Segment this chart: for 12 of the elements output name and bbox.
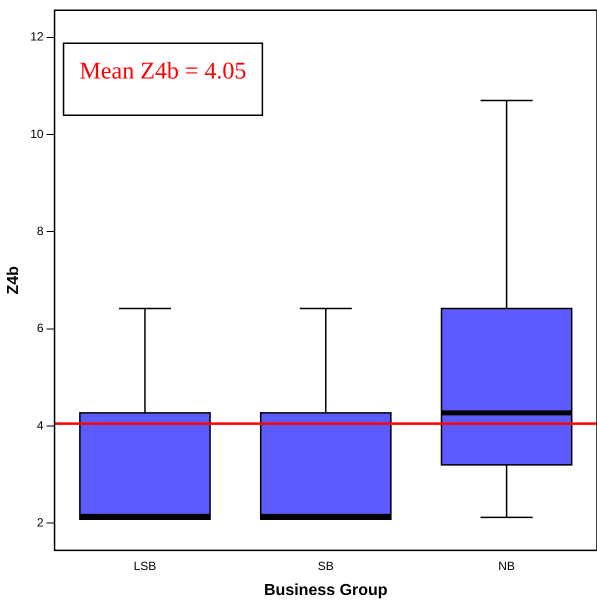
ref-line-label: Mean Z4b = 4.05 <box>80 58 246 84</box>
x-tick-label: NB <box>498 558 515 573</box>
x-axis-title: Business Group <box>264 582 388 599</box>
y-axis-title: Z4b <box>5 266 22 295</box>
y-tick-label: 12 <box>30 30 44 44</box>
y-tick-label: 10 <box>30 126 44 141</box>
y-tick-label: 4 <box>36 418 44 432</box>
y-tick-label: 8 <box>36 224 44 238</box>
x-tick-label: SB <box>318 558 334 573</box>
y-tick-label: 2 <box>36 516 44 530</box>
x-tick-label: LSB <box>134 558 156 573</box>
y-tick-label: 6 <box>36 321 44 336</box>
